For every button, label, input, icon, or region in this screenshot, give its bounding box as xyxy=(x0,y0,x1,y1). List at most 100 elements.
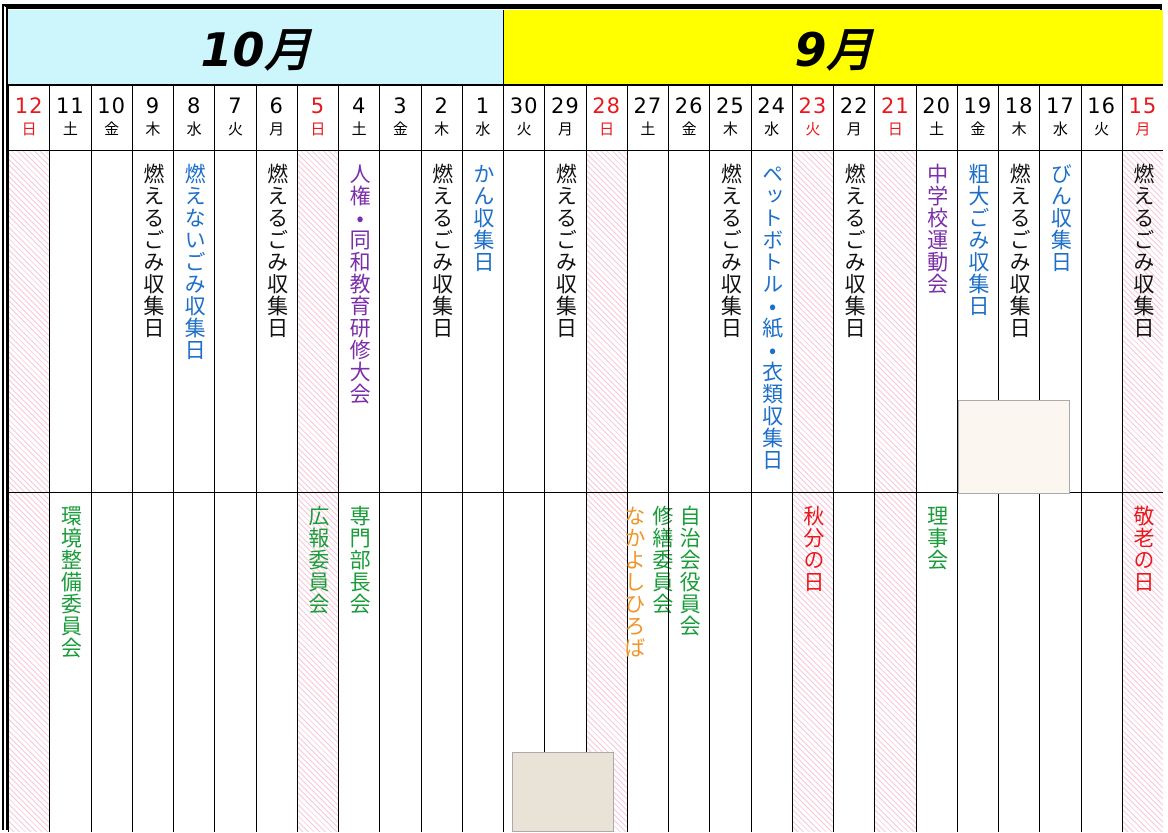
date-cell: 29 月 xyxy=(545,86,586,151)
event-text: 理事会 xyxy=(924,505,949,571)
weekday: 金 xyxy=(681,120,697,138)
weekday: 土 xyxy=(62,120,78,138)
event-cell xyxy=(174,493,214,833)
day-column: 4 土人権・同和教育研修大会 専門部長会 xyxy=(338,86,380,833)
day-column: 26 金自治会役員会 xyxy=(668,86,710,832)
weekday: 火 xyxy=(1094,120,1110,138)
event-cell xyxy=(875,151,916,493)
event-cell: 燃えるごみ収集日 xyxy=(132,151,173,493)
event-text: 専門部長会 xyxy=(347,505,372,615)
event-cell: 専門部長会 xyxy=(339,493,379,833)
weekday: 木 xyxy=(434,120,450,138)
weekday: 火 xyxy=(227,120,243,138)
event-cell: 中学校運動会 xyxy=(916,151,957,493)
day-column: 11 土環境整備委員会 xyxy=(49,86,91,832)
event-cell xyxy=(463,493,503,833)
day-column: 23 火秋分の日 xyxy=(791,86,833,833)
day-number: 24 xyxy=(757,94,786,118)
event-cell xyxy=(1081,151,1122,493)
weekday: 金 xyxy=(392,120,408,138)
weekday: 土 xyxy=(929,120,945,138)
event-cell: 秋分の日 xyxy=(793,493,833,833)
day-number: 22 xyxy=(839,94,869,118)
day-column: 21 日 xyxy=(874,86,916,833)
day-number: 6 xyxy=(269,94,284,118)
day-number: 18 xyxy=(1004,94,1034,118)
event-text: 環境整備委員会 xyxy=(58,505,83,659)
day-column: 1 水かん収集日 xyxy=(461,86,503,833)
day-column: 5 日広報委員会 xyxy=(296,86,338,832)
date-cell: 23 火 xyxy=(792,86,833,151)
event-cell: 燃えるごみ収集日 xyxy=(710,151,751,493)
day-number: 17 xyxy=(1046,94,1075,118)
event-text: 燃えるごみ収集日 xyxy=(1007,163,1032,339)
day-column: 8 水燃えないごみ収集日 xyxy=(173,86,215,833)
event-cell: 燃えるごみ収集日 xyxy=(1122,151,1163,493)
day-number: 11 xyxy=(56,94,85,118)
day-column: 6 月燃えるごみ収集日 xyxy=(255,86,297,832)
weekday: 金 xyxy=(970,120,986,138)
date-cell: 16 火 xyxy=(1081,86,1122,151)
event-text: 敬老の日 xyxy=(1130,505,1155,593)
event-cell xyxy=(50,151,91,493)
weekday: 木 xyxy=(722,120,738,138)
day-column: 20 土中学校運動会理事会 xyxy=(915,86,957,833)
event-text: 燃えるごみ収集日 xyxy=(553,163,578,339)
event-cell xyxy=(91,151,132,493)
weekday: 水 xyxy=(764,120,780,138)
event-cell: 燃えるごみ収集日 xyxy=(545,151,586,493)
day-number: 19 xyxy=(963,94,993,118)
event-cell: 燃えるごみ収集日 xyxy=(256,151,297,493)
event-cell: 理事会 xyxy=(917,493,957,833)
event-cell xyxy=(504,151,545,493)
day-column: 28 日 xyxy=(585,86,627,832)
illustration-runners xyxy=(958,400,1070,494)
weekday: 水 xyxy=(475,120,491,138)
weekday: 木 xyxy=(145,120,161,138)
event-text: ペットボトル・紙・衣類収集日 xyxy=(759,163,784,471)
weekday: 水 xyxy=(1052,120,1068,138)
date-cell: 21 日 xyxy=(875,86,916,151)
event-cell xyxy=(92,493,132,833)
event-text: 粗大ごみ収集日 xyxy=(965,163,990,317)
date-cell: 30 火 xyxy=(504,86,545,151)
event-cell xyxy=(875,493,915,833)
event-cell xyxy=(792,151,833,493)
event-cell xyxy=(834,493,874,833)
event-cell xyxy=(1082,493,1122,833)
event-cell: びん収集日 xyxy=(1040,151,1081,493)
date-cell: 25 木 xyxy=(710,86,751,151)
weekday: 日 xyxy=(310,120,326,138)
day-number: 16 xyxy=(1087,94,1116,118)
date-cell: 12 日 xyxy=(9,86,50,151)
day-number: 26 xyxy=(674,94,704,118)
weekday: 月 xyxy=(846,120,862,138)
event-cell: かん収集日 xyxy=(462,151,503,493)
day-column: 29 月燃えるごみ収集日 xyxy=(544,86,586,832)
weekday: 金 xyxy=(104,120,120,138)
event-text: 中学校運動会 xyxy=(924,163,949,295)
event-cell xyxy=(627,151,668,493)
event-text: 燃えるごみ収集日 xyxy=(429,163,454,339)
weekday: 月 xyxy=(557,120,573,138)
day-column: 9 木燃えるごみ収集日 xyxy=(131,86,173,832)
event-text: 燃えないごみ収集日 xyxy=(182,163,207,361)
weekday: 火 xyxy=(516,120,532,138)
month-header: 10月 xyxy=(8,10,503,86)
day-column: 2 木燃えるごみ収集日 xyxy=(420,86,462,832)
day-number: 28 xyxy=(592,94,621,118)
day-number: 23 xyxy=(798,94,828,118)
date-cell: 27 土 xyxy=(627,86,668,151)
event-cell: 燃えるごみ収集日 xyxy=(421,151,462,493)
day-number: 4 xyxy=(351,94,367,118)
event-cell xyxy=(380,493,420,833)
day-column: 18 木燃えるごみ収集日 xyxy=(998,86,1040,832)
date-cell: 20 土 xyxy=(916,86,957,151)
weekday: 月 xyxy=(1135,120,1151,138)
weekday: 木 xyxy=(1011,120,1027,138)
